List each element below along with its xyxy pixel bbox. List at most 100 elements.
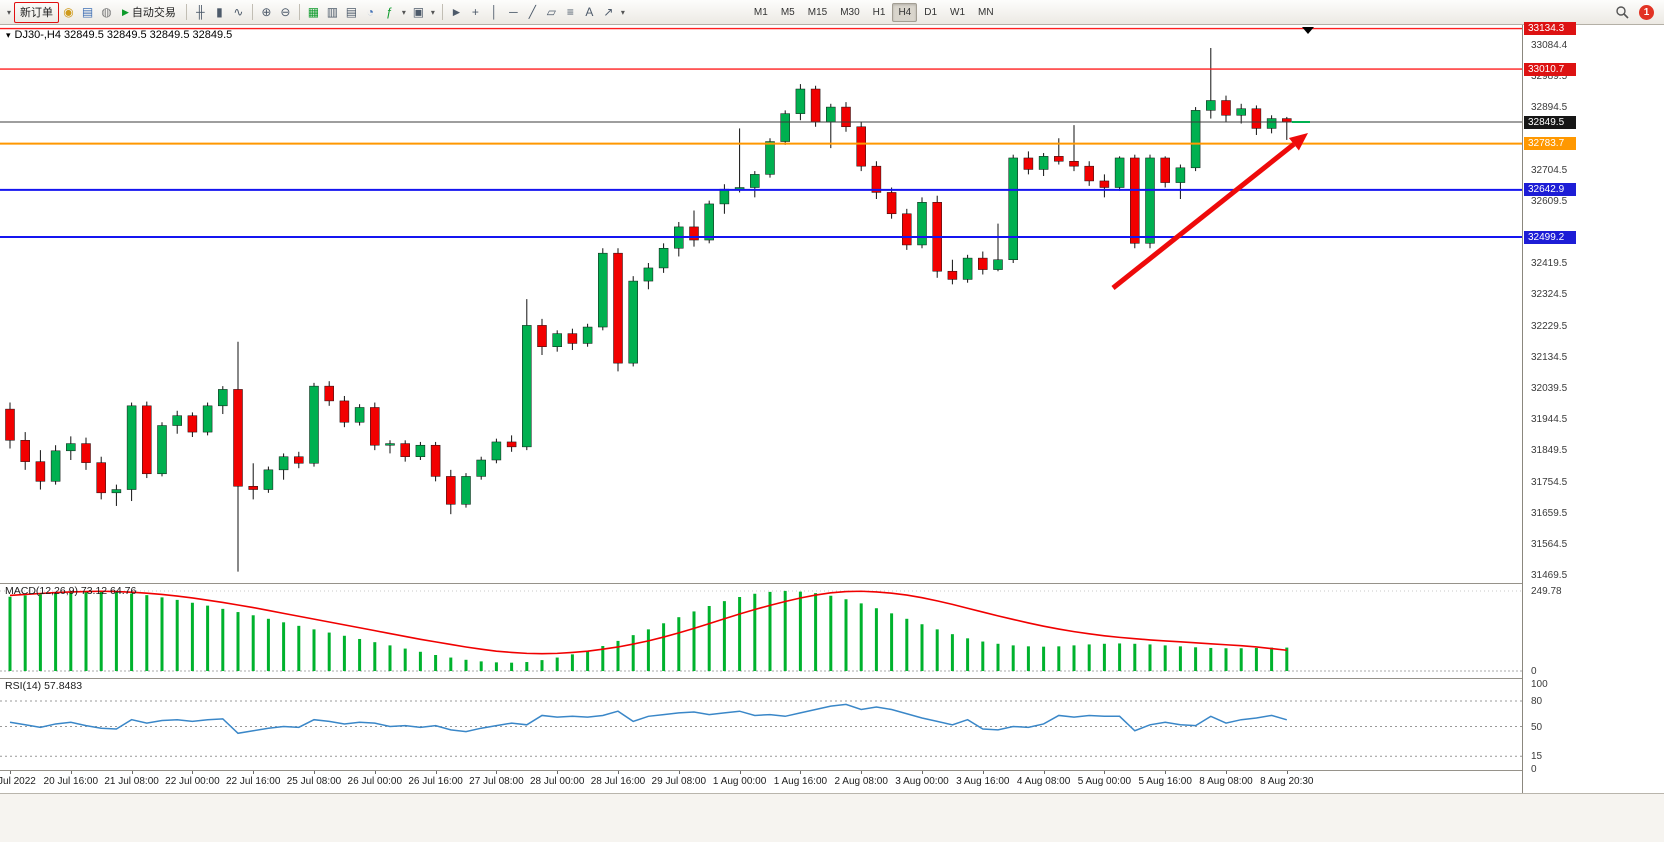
bear-candle xyxy=(841,106,851,128)
chart-header-arrow-icon[interactable]: ▾ xyxy=(6,29,11,40)
window-bottom-strip xyxy=(0,793,1664,842)
time-tick xyxy=(1286,770,1288,774)
bull-candle xyxy=(719,188,730,205)
bull-candle xyxy=(582,326,593,344)
timeframe-m5[interactable]: M5 xyxy=(780,6,795,18)
bear-candle xyxy=(1069,160,1079,167)
support-icon[interactable]: ◍ xyxy=(101,5,112,19)
clock-icon[interactable]: ◔ xyxy=(366,5,375,19)
rsi-panel xyxy=(0,700,1522,757)
bear-candle xyxy=(35,461,46,482)
main-price-chart[interactable] xyxy=(0,25,1522,583)
bear-candle xyxy=(613,252,623,364)
time-tick xyxy=(982,770,984,774)
object-anchor-marker-icon[interactable] xyxy=(1302,27,1314,34)
macd-label: MACD(12,26,9) 73.12 64.76 xyxy=(5,585,137,597)
templates-icon[interactable]: ▣ xyxy=(412,5,425,19)
timeframe-w1[interactable]: W1 xyxy=(950,6,966,18)
trend-arrow[interactable] xyxy=(1111,142,1296,290)
bear-candle xyxy=(81,443,91,463)
timeframe-h1[interactable]: H1 xyxy=(872,6,886,18)
price-level-box-32849.5: 32849.5 xyxy=(1524,115,1576,129)
timeframe-m15[interactable]: M15 xyxy=(807,6,828,18)
timeframe-mn[interactable]: MN xyxy=(978,6,994,18)
macd-signal-line xyxy=(9,590,1287,655)
cursor-icon[interactable]: ► xyxy=(450,5,463,19)
bear-candle xyxy=(1130,157,1140,244)
bull-candle xyxy=(750,174,760,188)
notification-badge[interactable]: 1 xyxy=(1639,4,1654,20)
tile-windows-icon[interactable]: ▦ xyxy=(307,5,320,19)
deposit-icon[interactable]: ◉ xyxy=(63,5,74,19)
bull-candle xyxy=(826,106,836,123)
bear-candle xyxy=(1054,156,1064,162)
tile-vertical-icon[interactable]: ▤ xyxy=(345,5,358,19)
zoom-in-icon[interactable]: ⊕ xyxy=(261,5,272,19)
rsi-scale-label: 100 xyxy=(1531,679,1548,690)
bull-candle xyxy=(962,257,973,280)
bull-candle xyxy=(1038,156,1049,170)
dropdown-arrow-icon[interactable]: ▾ xyxy=(401,7,406,17)
rsi-scale-label: 15 xyxy=(1531,751,1543,763)
toolbar-separator xyxy=(251,4,253,20)
dropdown-arrow-icon[interactable]: ▾ xyxy=(620,7,625,17)
search-icon[interactable] xyxy=(1612,3,1631,22)
time-tick xyxy=(1226,770,1227,774)
price-scale-label: 32609.5 xyxy=(1531,195,1568,207)
vertical-line-icon[interactable]: │ xyxy=(490,5,499,19)
price-scale-label: 31564.5 xyxy=(1531,538,1568,550)
tile-horizontal-icon[interactable]: ▥ xyxy=(326,5,339,19)
candles-layer xyxy=(5,47,1292,572)
trendline-icon[interactable]: ╱ xyxy=(528,5,537,19)
zoom-out-icon[interactable]: ⊖ xyxy=(280,5,291,19)
timeframe-m1[interactable]: M1 xyxy=(753,6,768,18)
dropdown-arrow-icon[interactable]: ▾ xyxy=(430,7,435,17)
bull-candle xyxy=(126,405,137,490)
rsi-line xyxy=(9,703,1288,735)
panel-separator[interactable] xyxy=(0,583,1664,584)
bear-candle xyxy=(446,476,456,505)
indicators-icon[interactable]: ƒ xyxy=(386,5,393,19)
time-axis-label: 1 Aug 00:00 xyxy=(712,776,767,787)
timeframe-h4[interactable]: H4 xyxy=(892,2,918,22)
bear-candle xyxy=(5,408,15,441)
timeframe-d1[interactable]: D1 xyxy=(924,6,938,18)
macd-scale-label: 0 xyxy=(1531,666,1537,677)
price-scale-label: 33084.4 xyxy=(1531,39,1568,51)
timeframe-m30[interactable]: M30 xyxy=(840,6,860,18)
text-tool-icon[interactable]: A xyxy=(585,5,594,19)
bear-candle xyxy=(886,192,897,215)
chart-candles-icon[interactable]: ▮ xyxy=(216,5,223,19)
horizontal-line-icon[interactable]: ─ xyxy=(509,5,518,19)
fibonacci-icon[interactable]: ≡ xyxy=(566,5,574,19)
price-axis[interactable]: 33084.4 32989.5 32894.5 32704.5 32609.5 32419… xyxy=(1522,22,1664,793)
chart-bars-icon[interactable]: ╫ xyxy=(196,5,205,19)
bear-candle xyxy=(142,405,152,475)
bear-candle xyxy=(1221,100,1231,116)
panel-separator[interactable] xyxy=(0,678,1664,679)
crosshair-icon[interactable]: + xyxy=(471,5,479,19)
time-axis-label: 5 Aug 00:00 xyxy=(1077,776,1132,787)
new-order-button[interactable]: 新订单 xyxy=(14,1,59,23)
toolbar-separator xyxy=(298,4,300,20)
bear-candle xyxy=(339,400,350,423)
rsi-scale-label: 0 xyxy=(1531,764,1537,775)
time-tick xyxy=(192,770,194,774)
chart-header: ▾ DJ30-,H4 32849.5 32849.5 32849.5 32849… xyxy=(6,29,232,41)
bull-candle xyxy=(658,247,669,269)
time-axis-label: 28 Jul 00:00 xyxy=(529,776,585,787)
time-axis-label: 3 Aug 00:00 xyxy=(895,776,949,787)
macd-histogram xyxy=(8,590,1289,671)
arrows-tool-icon[interactable]: ↗ xyxy=(603,5,614,19)
bear-candle xyxy=(96,462,106,494)
chart-line-icon[interactable]: ∿ xyxy=(233,5,244,19)
window-menu-icon[interactable]: ▾ xyxy=(6,7,11,17)
chart-area: ▾ DJ30-,H4 32849.5 32849.5 32849.5 32849… xyxy=(0,22,1664,842)
channel-icon[interactable]: ▱ xyxy=(546,5,557,19)
bull-candle xyxy=(765,141,775,175)
time-axis[interactable]: 20 Jul 2022 20 Jul 16:00 21 Jul 08:00 22 Ju… xyxy=(0,770,1664,793)
autotrading-button[interactable]: ▶ 自动交易 xyxy=(116,2,182,23)
accounts-icon[interactable]: ▤ xyxy=(81,5,94,19)
bull-candle xyxy=(552,333,562,347)
